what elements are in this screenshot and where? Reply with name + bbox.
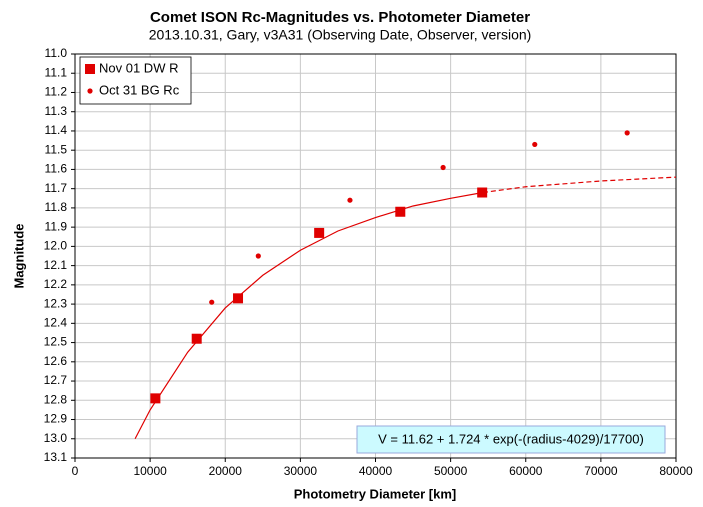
- fit-extension-line: [482, 176, 677, 194]
- y-tick-label: 12.8: [44, 392, 68, 406]
- x-tick-label: 60000: [509, 464, 543, 478]
- data-point: [477, 187, 488, 198]
- y-tick-label: 13.1: [44, 450, 68, 464]
- annotation-box: [356, 425, 666, 454]
- y-tick-label: 11.1: [45, 65, 68, 79]
- legend-box: [79, 56, 192, 105]
- annotation: V = 11.62 + 1.724 * exp(-(radius-4029)/1…: [378, 431, 644, 446]
- data-point: [347, 197, 353, 203]
- x-tick-label: 20000: [209, 464, 243, 478]
- y-tick-label: 12.1: [44, 258, 68, 272]
- chart-subtitle: 2013.10.31, Gary, v3A31 (Observing Date,…: [149, 27, 532, 43]
- y-axis-label: Magnitude: [11, 224, 26, 289]
- x-tick-label: 10000: [133, 464, 167, 478]
- data-point: [624, 130, 630, 136]
- y-tick-label: 11.4: [45, 123, 68, 137]
- y-tick-label: 12.0: [44, 239, 68, 253]
- data-point: [314, 227, 325, 238]
- y-tick-label: 11.9: [45, 219, 68, 233]
- y-tick-label: 12.6: [44, 354, 68, 368]
- x-tick-label: 40000: [359, 464, 393, 478]
- y-tick-label: 12.5: [44, 335, 68, 349]
- y-tick-label: 11.5: [45, 142, 68, 156]
- y-tick-label: 12.4: [44, 316, 68, 330]
- x-tick-label: 0: [72, 464, 79, 478]
- x-tick-label: 80000: [659, 464, 693, 478]
- y-tick-label: 11.2: [45, 85, 68, 99]
- y-tick-label: 11.3: [45, 104, 68, 118]
- plot-border: [74, 53, 677, 459]
- x-tick-label: 70000: [584, 464, 618, 478]
- y-tick-label: 12.9: [44, 412, 68, 426]
- legend-label: Nov 01 DW R: [99, 60, 178, 75]
- y-tick-label: 11.7: [45, 181, 68, 195]
- x-axis-label: Photometry Diameter [km]: [294, 486, 457, 501]
- legend-marker: [85, 64, 95, 74]
- y-tick-label: 11.0: [45, 46, 68, 60]
- legend-label: Oct 31 BG Rc: [99, 82, 180, 97]
- data-point: [209, 299, 215, 305]
- x-tick-label: 30000: [284, 464, 318, 478]
- y-tick-label: 12.7: [44, 373, 68, 387]
- data-point: [150, 393, 161, 404]
- data-point: [233, 293, 244, 304]
- fit-line: [134, 191, 484, 440]
- data-point: [395, 206, 406, 217]
- data-point: [532, 141, 538, 148]
- x-tick-label: 50000: [434, 464, 468, 478]
- y-tick-label: 11.8: [45, 200, 68, 214]
- y-tick-label: 12.3: [44, 296, 68, 310]
- y-tick-label: 12.2: [44, 277, 68, 291]
- data-point: [440, 164, 446, 171]
- legend-marker: [87, 88, 93, 94]
- data-point: [255, 253, 261, 259]
- data-point: [191, 333, 202, 344]
- y-tick-label: 13.0: [44, 431, 68, 445]
- chart-title: Comet ISON Rc-Magnitudes vs. Photometer …: [150, 9, 530, 26]
- y-tick-label: 11.6: [45, 162, 68, 176]
